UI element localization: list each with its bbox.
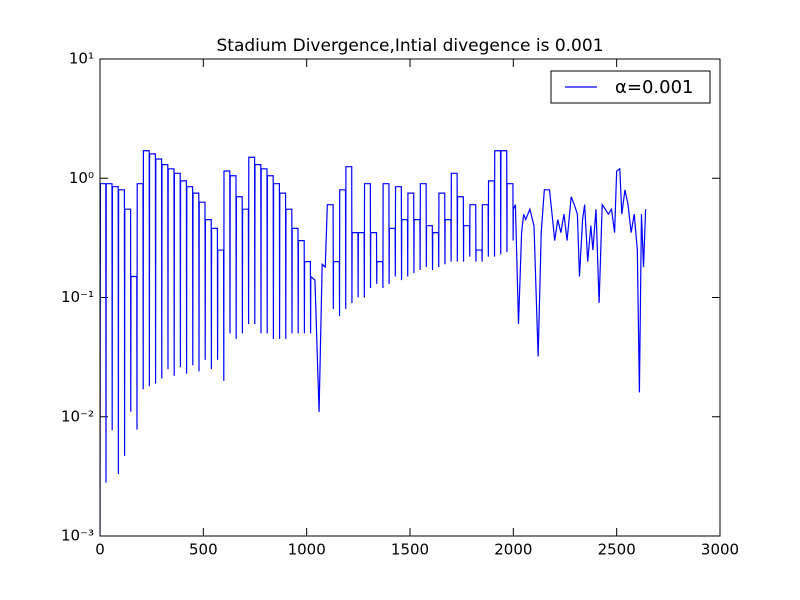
x-tick-label: 500 — [189, 541, 218, 559]
data-line — [100, 150, 647, 536]
y-tick-label: 10⁻³ — [61, 527, 94, 545]
legend-label: α=0.001 — [615, 77, 693, 98]
x-tick-label: 2500 — [598, 541, 636, 559]
chart-title: Stadium Divergence,Intial divegence is 0… — [216, 36, 603, 56]
plot-frame — [99, 58, 721, 537]
y-tick-label: 10⁰ — [69, 169, 94, 187]
y-tick-label: 10⁻¹ — [61, 288, 94, 306]
y-tick-label: 10⁻² — [61, 407, 94, 425]
x-tick-label: 1500 — [391, 541, 429, 559]
y-tick-label: 10¹ — [69, 50, 94, 68]
x-tick-label: 3000 — [701, 541, 739, 559]
x-tick-label: 2000 — [494, 541, 532, 559]
x-tick-label: 1000 — [288, 541, 326, 559]
x-tick-label: 0 — [95, 541, 105, 559]
